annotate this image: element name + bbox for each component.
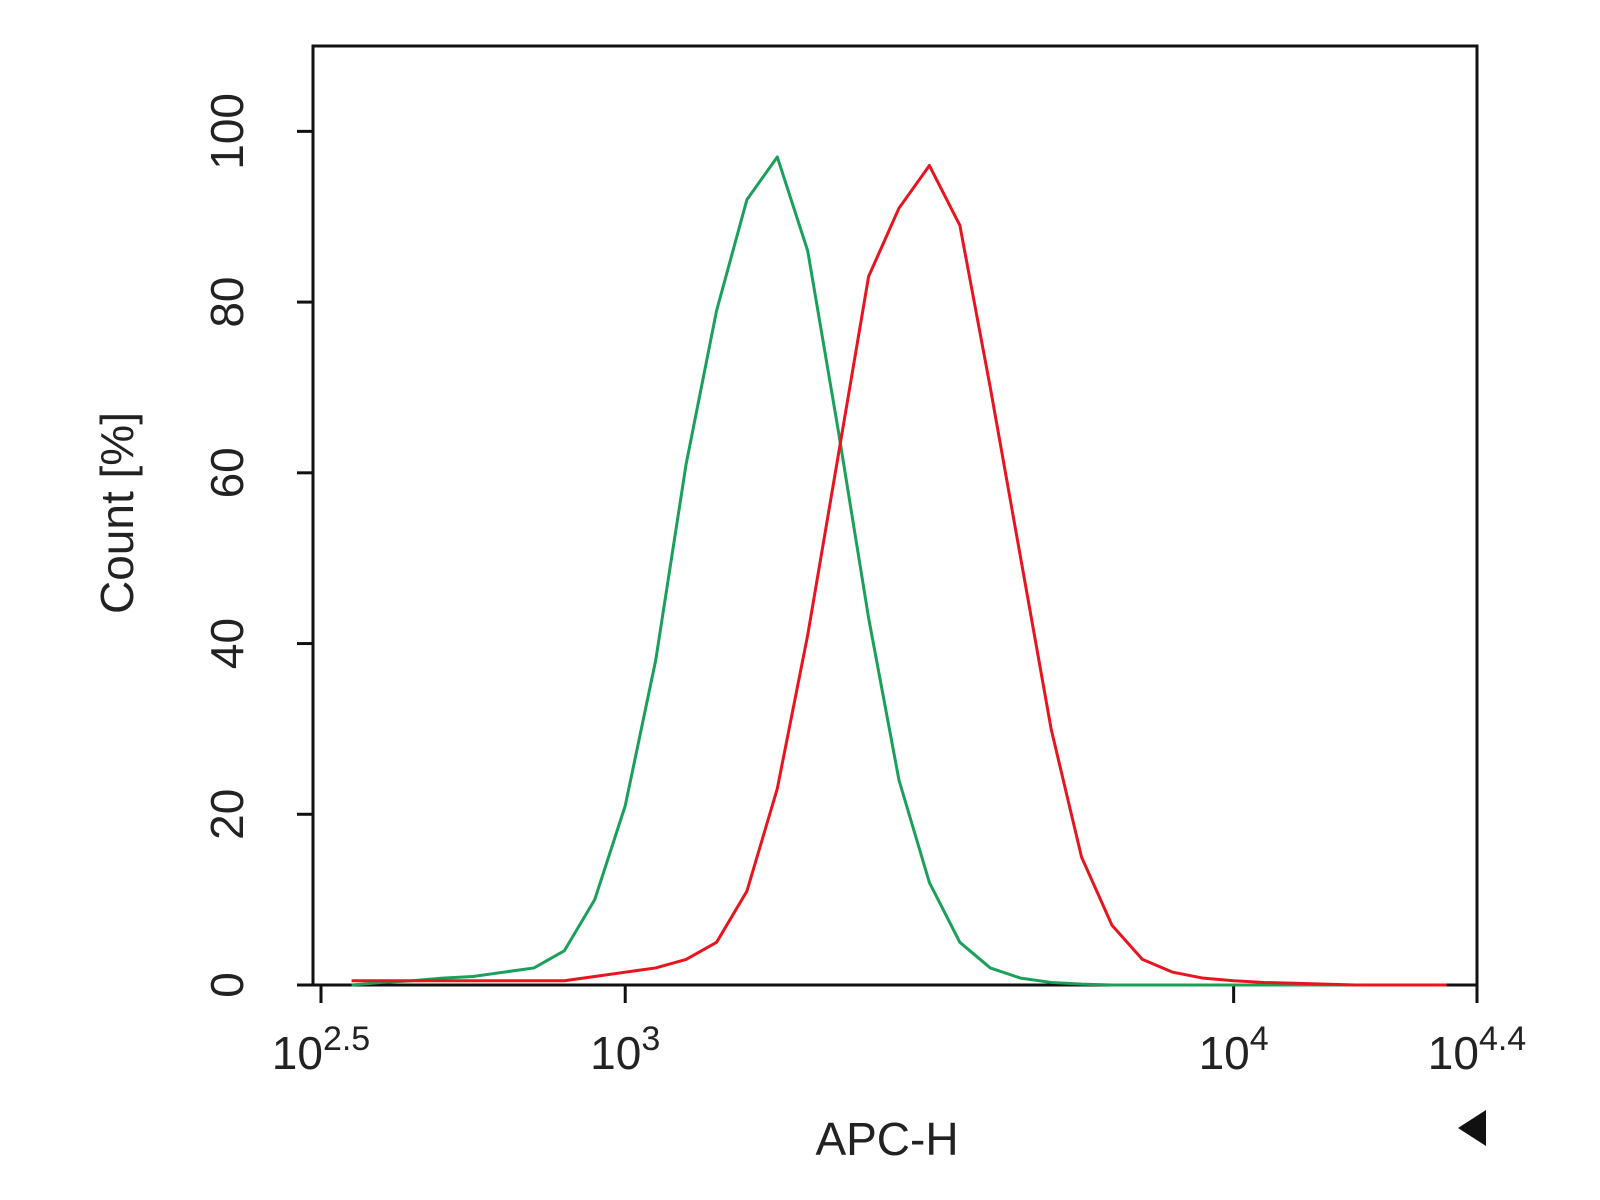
y-tick-label: 80 <box>201 277 253 328</box>
y-axis-label: Count [%] <box>91 412 143 614</box>
histogram-line <box>351 155 1447 987</box>
x-tick-label: 104 <box>1199 1020 1269 1079</box>
x-tick-base: 10 <box>1199 1027 1250 1079</box>
x-tick-label: 104.4 <box>1428 1020 1526 1079</box>
x-tick-base: 10 <box>1428 1027 1479 1079</box>
y-tick-label: 100 <box>201 93 253 170</box>
x-tick-label: 102.5 <box>272 1020 370 1079</box>
y-tick-label: 0 <box>201 972 253 998</box>
y-tick-label: 60 <box>201 447 253 498</box>
x-axis-label: APC-H <box>815 1113 958 1165</box>
x-tick-label: 103 <box>590 1020 660 1079</box>
x-tick-base: 10 <box>272 1027 323 1079</box>
y-tick-label: 40 <box>201 618 253 669</box>
x-tick-exponent: 4 <box>1250 1020 1269 1058</box>
histogram-line <box>351 164 1447 987</box>
y-tick-label: 20 <box>201 789 253 840</box>
x-tick-exponent: 4.4 <box>1479 1020 1526 1058</box>
plot-frame <box>311 44 1479 987</box>
x-tick-base: 10 <box>590 1027 641 1079</box>
x-tick-exponent: 3 <box>641 1020 660 1058</box>
x-tick-exponent: 2.5 <box>323 1020 370 1058</box>
corner-arrow <box>1458 1110 1486 1146</box>
